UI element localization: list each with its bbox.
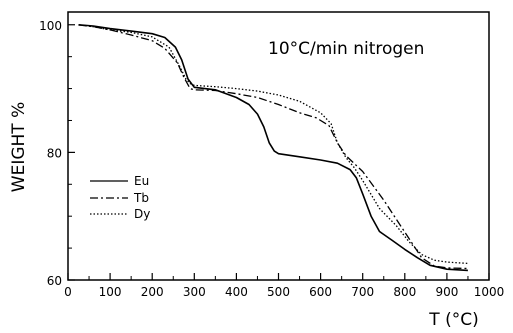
y-axis-title: WEIGHT %: [9, 102, 29, 192]
legend: Eu Tb Dy: [90, 174, 150, 221]
series-line-dy: [78, 24, 468, 265]
x-tick-label-900: 900: [435, 285, 458, 299]
x-tick-label-800: 800: [393, 285, 416, 299]
x-tick-label-500: 500: [267, 285, 290, 299]
x-tick-label-100: 100: [99, 285, 122, 299]
y-tick-label-100: 100: [39, 19, 62, 33]
legend-label-dy: Dy: [134, 207, 150, 221]
legend-label-eu: Eu: [134, 174, 149, 188]
x-tick-label-600: 600: [309, 285, 332, 299]
y-tick-label-80: 80: [47, 146, 62, 160]
x-axis-title: T (°C): [428, 310, 478, 330]
x-tick-label-300: 300: [183, 285, 206, 299]
series-layer: [78, 24, 468, 272]
axis-ticks: 0 100 200 300 400 500 600 700 800 900 1000 60 80 100: [39, 19, 504, 299]
legend-label-tb: Tb: [133, 191, 149, 205]
series-line-eu: [78, 24, 468, 272]
x-tick-label-400: 400: [225, 285, 248, 299]
x-tick-label-200: 200: [141, 285, 164, 299]
series-line-tb: [78, 24, 468, 270]
x-tick-label-700: 700: [351, 285, 374, 299]
x-tick-label-0: 0: [64, 285, 72, 299]
chart-annotation: 10°C/min nitrogen: [268, 39, 424, 59]
y-tick-label-60: 60: [47, 274, 62, 288]
x-tick-label-1000: 1000: [474, 285, 505, 299]
